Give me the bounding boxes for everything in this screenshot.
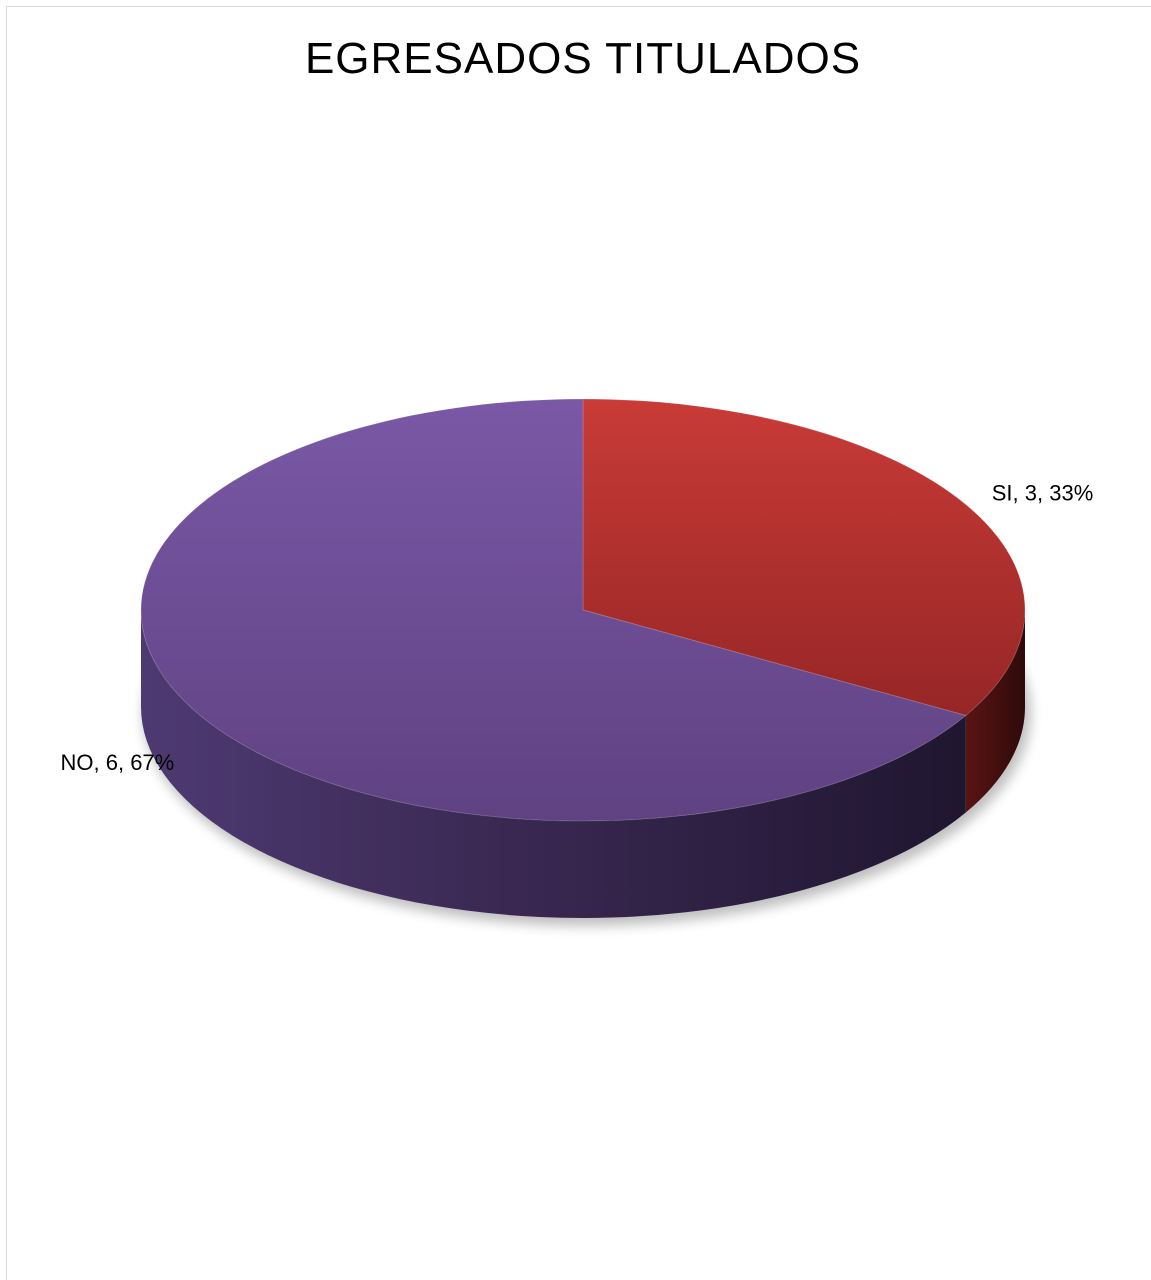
pie-side-no: [141, 610, 966, 919]
data-label-no: NO, 6, 67%: [61, 750, 175, 775]
pie-slice-si: [582, 398, 1026, 717]
chart-border: [6, 6, 1151, 1280]
data-label-si: SI, 3, 33%: [992, 480, 1094, 505]
pie-side-si: [965, 610, 1025, 813]
pie-labels: SI, 3, 33% NO, 6, 67%: [61, 480, 1094, 775]
pie-sides: [141, 610, 1025, 919]
pie-slice-no: [140, 398, 967, 822]
pie-tops: [140, 398, 1026, 822]
chart-title: EGRESADOS TITULADOS: [304, 34, 862, 83]
